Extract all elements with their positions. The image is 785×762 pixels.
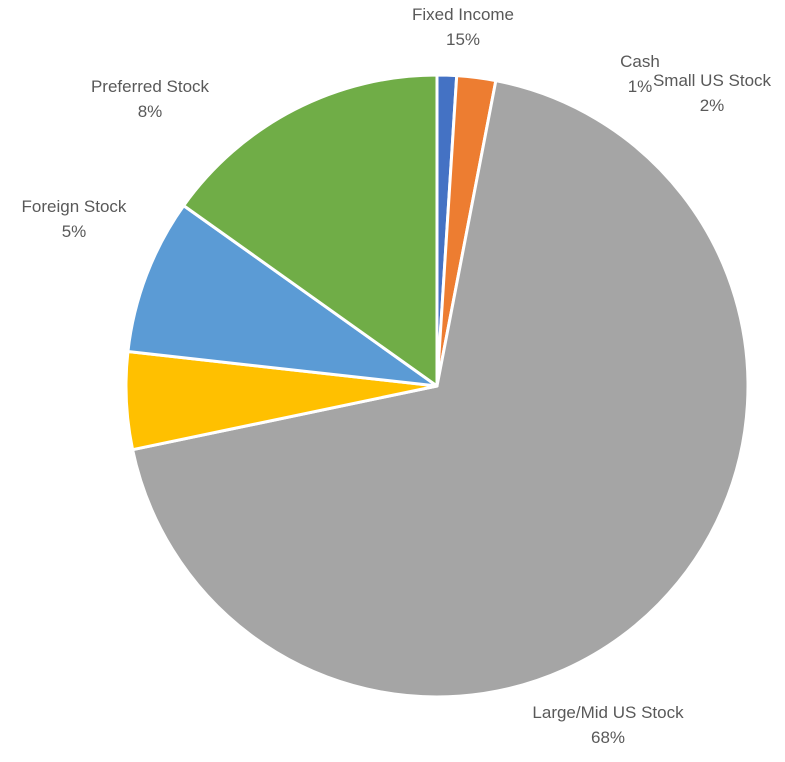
slices-layer [124,73,750,699]
slice-value-small-us-stock: 2% [700,96,725,115]
pie-slice-large-mid-us-stock [131,79,750,699]
slice-label-foreign-stock: Foreign Stock [22,197,127,216]
slice-label-preferred-stock: Preferred Stock [91,77,210,96]
slice-value-preferred-stock: 8% [138,102,163,121]
slice-value-fixed-income: 15% [446,30,480,49]
slice-label-fixed-income: Fixed Income [412,5,514,24]
slice-label-cash: Cash [620,52,660,71]
slice-value-large-mid-us-stock: 68% [591,728,625,747]
slice-label-small-us-stock: Small US Stock [653,71,772,90]
labels-layer: Cash 1% Small US Stock 2% Large/Mid US Stock… [22,5,772,747]
pie-slice-fixed-income [182,73,439,388]
slice-value-cash: 1% [628,77,653,96]
pie-slice-preferred-stock [126,204,439,388]
slice-value-foreign-stock: 5% [62,222,87,241]
slice-label-large-mid-us-stock: Large/Mid US Stock [532,703,684,722]
